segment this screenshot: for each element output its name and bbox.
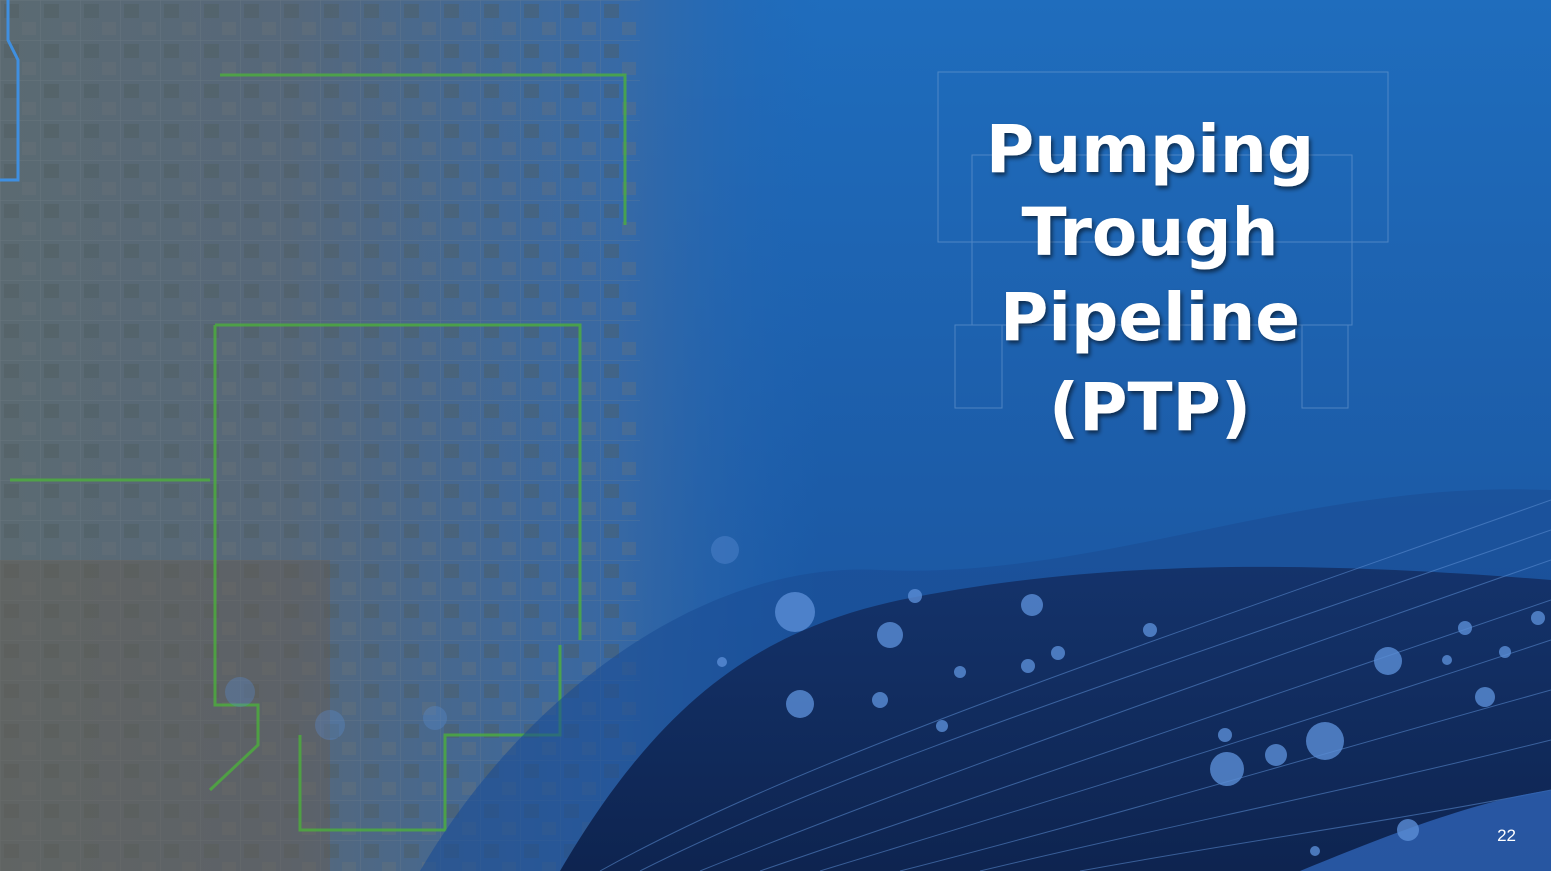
page-number: 22	[1497, 826, 1516, 845]
title-line: (PTP)	[1049, 369, 1251, 446]
title-line: Pipeline	[1000, 279, 1300, 356]
slide: Pumping Trough Pipeline (PTP) 22	[0, 0, 1551, 871]
title-line: Trough	[1022, 194, 1279, 271]
title-line: Pumping	[986, 111, 1314, 188]
page: Pumping Trough Pipeline (PTP) 22 (() => …	[0, 0, 1551, 871]
